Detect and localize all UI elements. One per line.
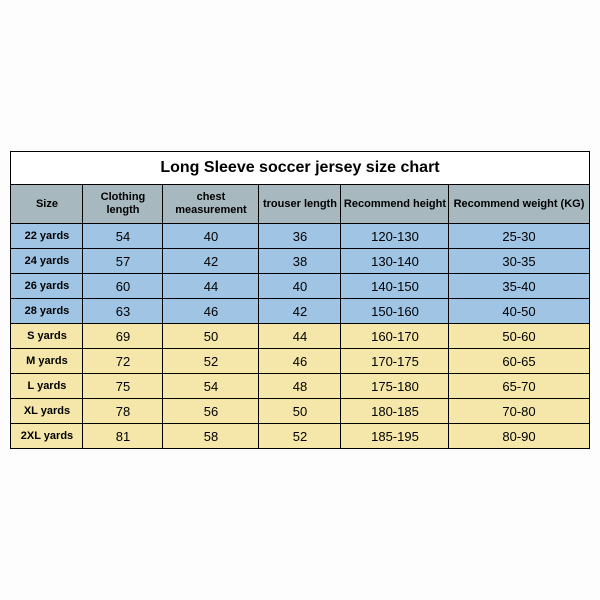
cell-6-4: 175-180 [341,374,449,399]
cell-2-5: 35-40 [449,274,589,299]
cell-6-1: 75 [83,374,163,399]
cell-2-1: 60 [83,274,163,299]
table-row: 28 yards634642150-16040-50 [11,299,589,324]
size-chart-table: Long Sleeve soccer jersey size chartSize… [10,151,589,449]
cell-0-2: 40 [163,224,259,249]
cell-5-1: 72 [83,349,163,374]
cell-7-5: 70-80 [449,399,589,424]
cell-5-3: 46 [259,349,341,374]
cell-1-4: 130-140 [341,249,449,274]
cell-5-2: 52 [163,349,259,374]
cell-2-0: 26 yards [11,274,83,299]
cell-1-3: 38 [259,249,341,274]
cell-3-0: 28 yards [11,299,83,324]
cell-4-0: S yards [11,324,83,349]
cell-0-5: 25-30 [449,224,589,249]
cell-6-2: 54 [163,374,259,399]
col-header-5: Recommend weight (KG) [449,185,589,224]
page: Long Sleeve soccer jersey size chartSize… [0,0,600,600]
cell-0-0: 22 yards [11,224,83,249]
table-row: 2XL yards815852185-19580-90 [11,424,589,449]
header-row: SizeClothing lengthchest measurementtrou… [11,185,589,224]
cell-2-4: 140-150 [341,274,449,299]
table-row: 24 yards574238130-14030-35 [11,249,589,274]
cell-7-1: 78 [83,399,163,424]
table-row: S yards695044160-17050-60 [11,324,589,349]
table-row: XL yards785650180-18570-80 [11,399,589,424]
cell-4-1: 69 [83,324,163,349]
cell-7-2: 56 [163,399,259,424]
table-row: L yards755448175-18065-70 [11,374,589,399]
table-row: 26 yards604440140-15035-40 [11,274,589,299]
col-header-2: chest measurement [163,185,259,224]
table-row: 22 yards544036120-13025-30 [11,224,589,249]
cell-4-5: 50-60 [449,324,589,349]
cell-8-2: 58 [163,424,259,449]
cell-8-3: 52 [259,424,341,449]
cell-6-0: L yards [11,374,83,399]
cell-3-5: 40-50 [449,299,589,324]
cell-1-2: 42 [163,249,259,274]
cell-3-3: 42 [259,299,341,324]
cell-4-3: 44 [259,324,341,349]
cell-0-3: 36 [259,224,341,249]
col-header-0: Size [11,185,83,224]
cell-4-4: 160-170 [341,324,449,349]
cell-4-2: 50 [163,324,259,349]
cell-5-4: 170-175 [341,349,449,374]
chart-title: Long Sleeve soccer jersey size chart [11,152,589,185]
cell-7-4: 180-185 [341,399,449,424]
cell-7-0: XL yards [11,399,83,424]
cell-1-1: 57 [83,249,163,274]
cell-3-2: 46 [163,299,259,324]
cell-3-4: 150-160 [341,299,449,324]
col-header-1: Clothing length [83,185,163,224]
cell-3-1: 63 [83,299,163,324]
cell-1-5: 30-35 [449,249,589,274]
cell-2-2: 44 [163,274,259,299]
cell-0-1: 54 [83,224,163,249]
cell-2-3: 40 [259,274,341,299]
cell-1-0: 24 yards [11,249,83,274]
col-header-4: Recommend height [341,185,449,224]
cell-6-3: 48 [259,374,341,399]
col-header-3: trouser length [259,185,341,224]
cell-8-1: 81 [83,424,163,449]
cell-5-5: 60-65 [449,349,589,374]
cell-6-5: 65-70 [449,374,589,399]
cell-8-0: 2XL yards [11,424,83,449]
table-row: M yards725246170-17560-65 [11,349,589,374]
title-row: Long Sleeve soccer jersey size chart [11,152,589,185]
cell-7-3: 50 [259,399,341,424]
cell-8-4: 185-195 [341,424,449,449]
cell-8-5: 80-90 [449,424,589,449]
cell-0-4: 120-130 [341,224,449,249]
cell-5-0: M yards [11,349,83,374]
